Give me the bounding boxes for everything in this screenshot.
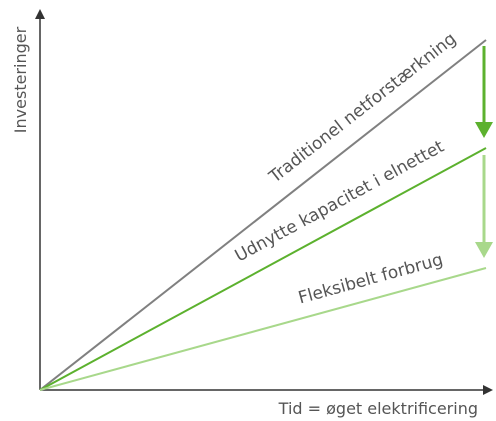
line-flexible [39,267,487,391]
y-axis-label: Investeringer [11,26,30,133]
line-capacity [39,147,487,391]
line-traditional [39,39,487,391]
line-label: Udnytte kapacitet i elnettet [232,137,448,267]
arrow-head [475,242,493,258]
arrow-head [475,122,493,138]
x-axis-label: Tid = øget elektrificering [278,399,478,418]
line-label: Traditionel netforstærkning [265,29,460,188]
